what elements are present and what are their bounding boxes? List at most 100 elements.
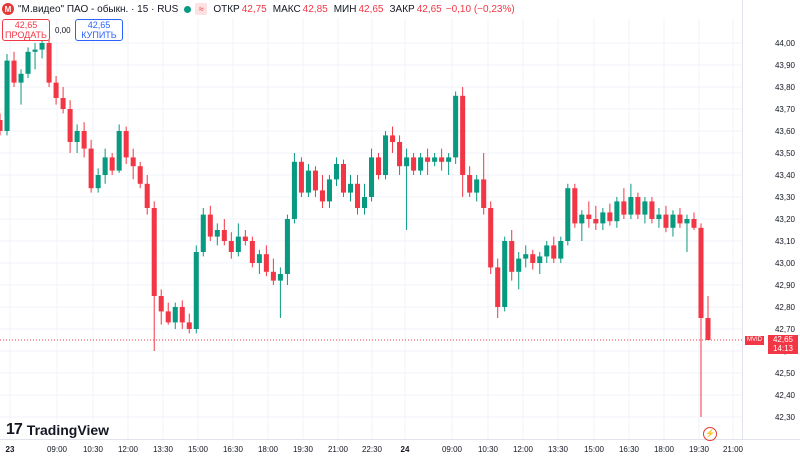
candle [88,139,94,193]
candle-body [67,109,73,142]
candle-body [432,157,438,162]
candle-body [509,241,515,272]
candle [270,258,276,285]
candle-body [474,179,480,193]
candle [481,153,487,215]
candle-body [74,131,80,142]
candle [123,126,129,164]
candle [361,183,368,215]
candle [614,197,620,228]
buy-price: 42,65 [87,20,111,30]
candle [530,249,536,270]
candle [347,175,354,202]
x-tick-label: 15:00 [584,445,605,454]
tradingview-name: TradingView [26,422,110,438]
candle [193,245,199,334]
candle-body [488,208,494,268]
price-axis[interactable]: 44,00 43,90 43,80 43,70 43,60 43,50 43,40 43,30… [775,39,796,422]
candle-body [186,322,192,329]
candle-body [551,245,557,259]
candle-body [25,51,31,74]
candle [151,201,157,351]
candle-body [635,197,641,215]
candle [4,54,10,136]
candle-body [481,179,487,208]
candle [39,38,45,59]
x-tick-label: 09:00 [47,445,68,454]
tradingview-logo[interactable]: 17 TradingView [6,421,109,439]
candle-body [544,245,550,257]
candle [411,153,417,175]
candle-body [705,318,711,340]
candle-body [11,60,17,83]
candle [11,51,17,87]
candle-body [607,212,613,222]
candle-body [404,157,410,167]
candle-body [579,214,585,224]
candle [102,148,108,184]
candle [95,168,101,193]
flash-icon[interactable]: ⚡ [703,427,717,441]
candle [453,91,459,164]
sell-button[interactable]: 42,65 ПРОДАТЬ [2,19,50,41]
y-tick-label: 42,90 [775,281,796,290]
candle-body [263,254,269,272]
candle-body [670,214,676,228]
candle [418,153,424,175]
candle [460,87,466,197]
sell-price: 42,65 [14,20,38,30]
candle-body [249,241,255,263]
change-value: −0,10 (−0,23%) [445,3,515,15]
market-open-icon [184,5,192,13]
candle-body [684,219,690,224]
candle [369,148,375,202]
candle-body [137,166,143,184]
candle [488,201,494,274]
time-axis[interactable]: 23 09:00 10:30 12:00 13:30 15:00 16:30 18:00 19:… [6,445,744,454]
candle-body [333,164,339,180]
candle-body [18,73,24,83]
candle-body [158,296,164,312]
candle [467,166,473,197]
x-tick-label: 16:30 [223,445,244,454]
candle [600,208,606,230]
candle [81,122,87,158]
candle-body [319,190,325,202]
candle-body [369,157,375,197]
candle-body [425,157,431,162]
candle-body [172,307,178,323]
x-tick-label: 21:00 [328,445,349,454]
candle-body [221,230,227,241]
buy-button[interactable]: 42,65 КУПИТЬ [75,19,123,41]
symbol-title[interactable]: "М.видео" ПАО - обыкн. · 15 · RUS [18,3,179,15]
x-tick-label: 19:30 [293,445,314,454]
y-tick-label: 43,80 [775,83,796,92]
candle-body [530,254,536,263]
y-tick-label: 43,00 [775,259,796,268]
candle-body [235,236,241,252]
candle [390,126,396,153]
candle-body [256,254,262,263]
candle [326,175,332,208]
last-price-countdown: 14:13 [772,344,794,353]
candle [558,236,564,263]
candle [705,296,711,340]
candle [635,192,641,219]
low-label: МИН [333,3,357,15]
candle-body [600,212,606,224]
candle-body [460,95,466,175]
candle-body [663,214,669,228]
open-value: 42,75 [241,3,267,15]
candle [677,208,683,228]
x-tick-label: 23 [6,445,15,454]
x-tick-label: 09:00 [442,445,463,454]
candle-body [60,98,66,109]
candle-body [4,60,10,131]
candle [537,252,543,274]
y-tick-label: 43,50 [775,149,796,158]
candle [74,124,80,153]
candle [586,201,592,228]
candle-body [39,43,45,50]
candle [53,76,59,105]
